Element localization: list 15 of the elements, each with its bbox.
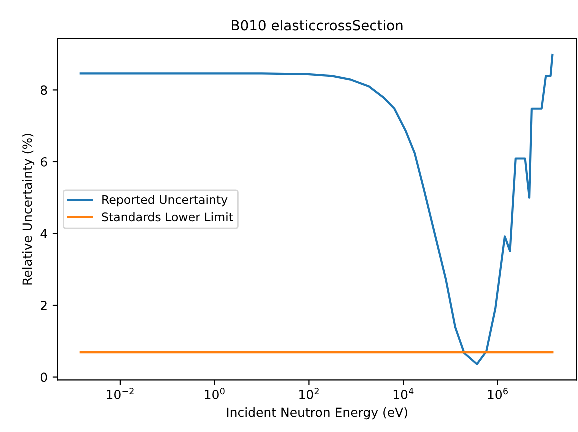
y-axis-title: Relative Uncertainty (%) — [22, 134, 35, 285]
x-axis-title: Incident Neutron Energy (eV) — [227, 408, 408, 420]
x-tick-label: 10$^{2}$ — [300, 388, 319, 400]
chart-title: B010 elasticcrossSection — [232, 20, 403, 31]
y-tick-label: 0 — [40, 372, 48, 382]
y-tick-label: 2 — [41, 300, 47, 310]
legend-label: Reported Uncertainty — [102, 195, 228, 207]
y-tick-label: 8 — [40, 86, 48, 96]
legend-label: Standards Lower Limit — [102, 212, 234, 222]
x-tick-label: 10$^{0}$ — [205, 388, 225, 400]
y-tick-label: 4 — [40, 229, 48, 238]
x-tick-label: 10$^{4}$ — [394, 388, 414, 400]
x-tick-label: 10$^{−2}$ — [107, 388, 134, 400]
x-tick-label: 10$^{6}$ — [488, 388, 508, 400]
y-tick-label: 6 — [41, 157, 48, 167]
